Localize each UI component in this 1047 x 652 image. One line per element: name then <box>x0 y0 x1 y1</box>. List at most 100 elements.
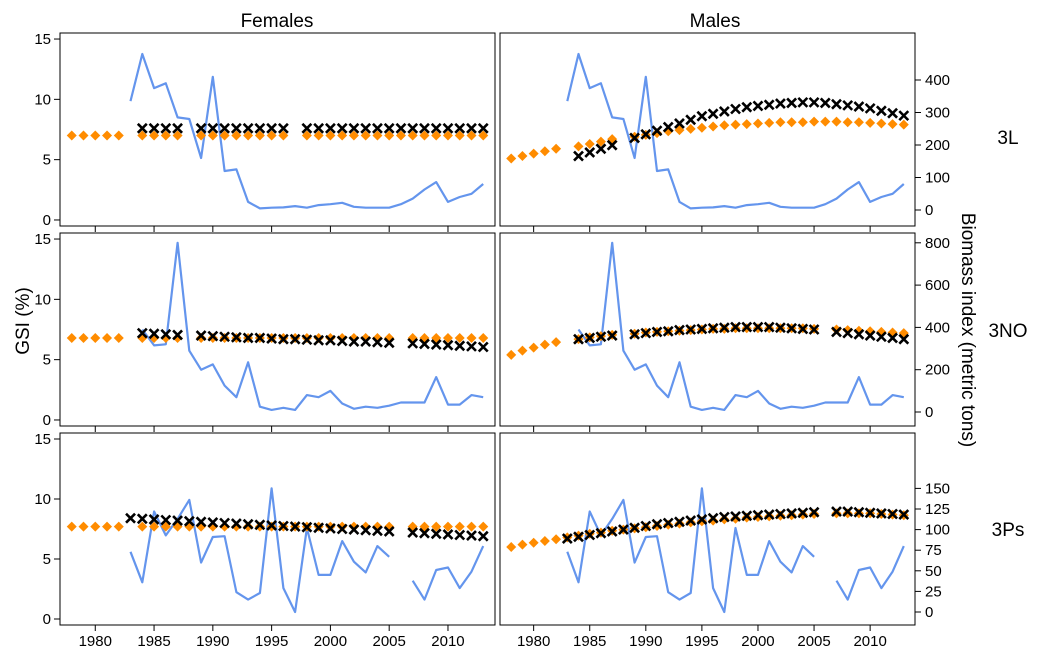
fitted-point-3l-males <box>708 121 719 132</box>
y-tick-label-right: 0 <box>925 604 933 621</box>
predicted-point-3ps-males <box>752 509 764 521</box>
predicted-point-3ps-females <box>125 512 136 524</box>
predicted-point-3no-females <box>454 340 466 352</box>
x-tick-label: 2010 <box>853 633 886 650</box>
predicted-point-3l-females <box>148 122 160 134</box>
fitted-point-3l-males <box>685 123 696 134</box>
fitted-point-3ps-males <box>708 515 719 526</box>
y-tick-label-right: 600 <box>925 277 950 294</box>
predicted-point-3l-females <box>372 122 383 134</box>
predicted-point-3ps-females <box>301 521 313 533</box>
predicted-point-3ps-females <box>254 519 266 531</box>
predicted-point-3l-females <box>477 122 489 134</box>
fitted-point-3ps-females <box>149 521 160 532</box>
predicted-point-3l-females <box>230 122 242 134</box>
predicted-point-3ps-females <box>230 518 242 530</box>
fitted-point-3l-males <box>898 119 909 130</box>
fitted-point-3ps-males <box>719 514 730 525</box>
predicted-point-3ps-females <box>360 524 372 536</box>
predicted-point-3ps-females <box>466 530 477 542</box>
predicted-point-3no-males <box>573 333 584 345</box>
column-label-males: Males <box>690 11 741 32</box>
predicted-point-3no-males <box>898 333 910 345</box>
predicted-point-3no-females <box>442 339 454 351</box>
predicted-point-3no-females <box>324 334 336 346</box>
predicted-point-3no-males <box>752 321 764 333</box>
predicted-point-3l-males <box>853 101 865 113</box>
row-label-3l: 3L <box>997 128 1018 149</box>
predicted-point-3no-females <box>277 333 289 345</box>
predicted-point-3ps-males <box>651 518 663 530</box>
fitted-point-3l-females <box>266 130 277 141</box>
predicted-point-3ps-females <box>419 527 430 539</box>
x-tick-label: 2000 <box>314 633 347 650</box>
predicted-point-3no-males <box>606 330 618 341</box>
fitted-point-3ps-females <box>137 521 148 532</box>
biomass-line-3ps-males-seg1 <box>835 545 905 601</box>
predicted-point-3no-females <box>136 327 148 339</box>
predicted-point-3no-males <box>774 322 786 334</box>
fitted-point-3no-females <box>454 332 465 343</box>
fitted-point-3l-males <box>551 143 562 154</box>
predicted-point-3ps-males <box>774 508 786 520</box>
predicted-point-3l-females <box>195 122 207 134</box>
predicted-point-3l-females <box>430 122 442 134</box>
fitted-point-3l-males <box>853 117 864 128</box>
fitted-point-3l-females <box>231 130 242 141</box>
predicted-point-3ps-females <box>160 514 172 526</box>
predicted-point-3no-females <box>336 335 348 347</box>
predicted-point-3ps-males <box>685 515 697 527</box>
y-tick-label-right: 400 <box>925 319 950 336</box>
fitted-point-3no-females <box>325 332 336 343</box>
fitted-point-3l-females <box>219 130 230 141</box>
predicted-point-3ps-males <box>584 529 596 541</box>
predicted-point-3l-females <box>383 122 395 134</box>
predicted-point-3l-males <box>573 150 584 162</box>
fitted-point-3no-males <box>517 345 528 356</box>
fitted-point-3no-males <box>551 337 562 348</box>
predicted-point-3ps-females <box>477 530 489 542</box>
x-tick-label: 1980 <box>517 633 550 650</box>
fitted-point-3l-males <box>820 116 831 127</box>
fitted-point-3l-males <box>528 148 539 159</box>
fitted-point-3no-females <box>466 332 477 343</box>
fitted-point-3ps-females <box>102 521 113 532</box>
predicted-point-3ps-males <box>606 525 618 537</box>
y-tick-label-right: 100 <box>925 522 950 539</box>
fitted-point-3l-females <box>254 130 265 141</box>
fitted-point-3l-females <box>102 130 113 141</box>
predicted-point-3ps-females <box>336 523 348 535</box>
fitted-point-3ps-females <box>231 521 242 532</box>
fitted-point-3l-males <box>786 117 797 128</box>
fitted-point-3l-males <box>652 128 663 139</box>
predicted-point-3no-females <box>148 328 160 340</box>
fitted-point-3ps-females <box>113 521 124 532</box>
predicted-point-3l-males <box>730 103 741 115</box>
fitted-point-3l-females <box>160 130 171 141</box>
fitted-point-3ps-females <box>348 521 359 532</box>
predicted-point-3ps-females <box>148 513 160 525</box>
predicted-point-3ps-males <box>595 527 607 539</box>
predicted-point-3no-males <box>741 321 753 333</box>
predicted-point-3l-females <box>160 122 172 134</box>
predicted-point-3ps-females <box>183 515 195 527</box>
x-tick-label: 1985 <box>573 633 606 650</box>
fitted-point-3l-males <box>696 122 707 133</box>
predicted-point-3ps-males <box>898 509 910 521</box>
predicted-point-3l-females <box>313 122 325 134</box>
fitted-point-3l-females <box>113 130 124 141</box>
biomass-line-3no-females-seg0 <box>141 241 484 411</box>
fitted-point-3l-females <box>348 130 359 141</box>
predicted-point-3l-males <box>752 100 764 112</box>
fitted-point-3l-males <box>809 116 820 127</box>
y-tick-label-right: 0 <box>925 202 933 219</box>
column-label-females: Females <box>241 11 314 32</box>
predicted-point-3l-females <box>172 122 183 134</box>
fitted-point-3l-males <box>573 141 584 152</box>
fitted-point-3l-females <box>478 130 489 141</box>
biomass-line-3l-males-seg0 <box>566 52 905 210</box>
predicted-point-3l-females <box>136 122 148 134</box>
predicted-point-3ps-females <box>313 522 325 534</box>
predicted-point-3no-males <box>707 322 719 334</box>
fitted-point-3ps-males <box>517 539 528 550</box>
